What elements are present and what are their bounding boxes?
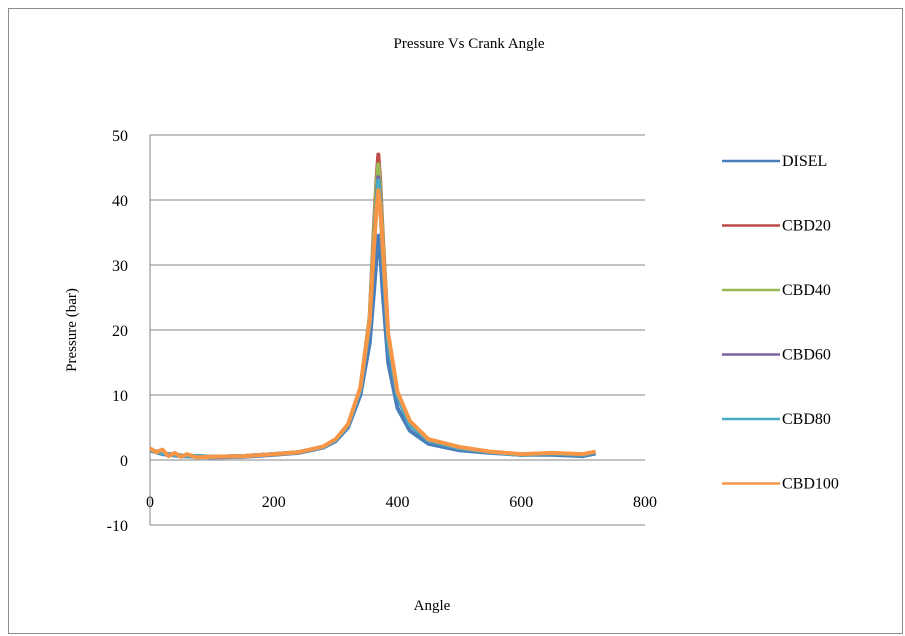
y-tick-label: 20 — [112, 323, 128, 340]
y-tick-labels: -10 0 10 20 30 40 50 — [107, 128, 128, 535]
chart-title: Pressure Vs Crank Angle — [394, 36, 545, 52]
chart-area — [8, 8, 903, 634]
y-tick-label: -10 — [107, 518, 128, 535]
legend-label-cbd100: CBD100 — [782, 476, 839, 493]
x-tick-label: 0 — [146, 494, 154, 511]
y-axis-title: Pressure (bar) — [64, 288, 80, 372]
axes — [149, 135, 645, 525]
y-tick-label: 10 — [112, 388, 128, 405]
gridlines — [150, 134, 645, 526]
series-lines — [148, 152, 596, 460]
legend-label-cbd20: CBD20 — [782, 218, 831, 235]
y-tick-label: 50 — [112, 128, 128, 145]
y-tick-label: 0 — [120, 453, 128, 470]
x-tick-label: 800 — [633, 494, 657, 511]
legend-label-cbd60: CBD60 — [782, 347, 831, 364]
legend-label-cbd80: CBD80 — [782, 411, 831, 428]
x-tick-labels: 0 200 400 600 800 — [146, 494, 657, 511]
legend-label-disel: DISEL — [782, 153, 827, 170]
legend: DISEL CBD20 CBD40 CBD60 CBD80 CBD100 — [722, 153, 839, 493]
y-tick-label: 40 — [112, 193, 128, 210]
x-tick-label: 600 — [509, 494, 533, 511]
x-tick-label: 400 — [386, 494, 410, 511]
x-axis-title: Angle — [414, 598, 451, 614]
legend-label-cbd40: CBD40 — [782, 282, 831, 299]
x-tick-label: 200 — [262, 494, 286, 511]
y-tick-label: 30 — [112, 258, 128, 275]
series-line-cbd100 — [148, 188, 596, 460]
